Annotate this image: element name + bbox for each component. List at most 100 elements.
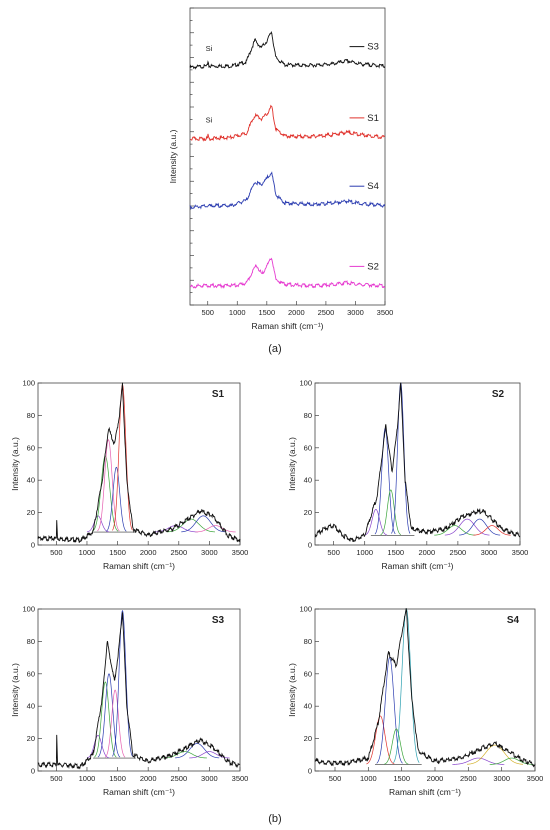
y-tick-label: 80	[304, 411, 312, 420]
fit-component-4	[112, 610, 133, 757]
x-tick-label: 1000	[229, 308, 246, 317]
x-tick-label: 500	[329, 774, 342, 783]
x-tick-label: 3500	[527, 774, 544, 783]
y-tick-label: 20	[27, 734, 35, 743]
fit-component-5	[444, 518, 490, 536]
y-tick-label: 100	[22, 605, 35, 614]
y-tick-label: 20	[304, 508, 312, 517]
legend-label-s1: S1	[367, 113, 379, 124]
x-tick-label: 2500	[450, 548, 467, 557]
x-tick-label: 2500	[170, 548, 187, 557]
y-tick-label: 20	[304, 734, 312, 743]
x-tick-label: 500	[50, 774, 63, 783]
annotation-si: Si	[206, 115, 213, 124]
x-tick-label: 1000	[79, 548, 96, 557]
chart-title: S2	[492, 389, 505, 400]
x-tick-label: 3000	[481, 548, 498, 557]
x-tick-label: 3000	[201, 548, 218, 557]
x-tick-label: 1500	[258, 308, 275, 317]
x-axis-label: Raman shift (cm⁻¹)	[389, 787, 461, 797]
x-tick-label: 500	[327, 548, 340, 557]
y-tick-label: 0	[308, 541, 312, 550]
fit-component-4	[112, 384, 133, 531]
x-axis-label: Raman shift (cm⁻¹)	[103, 787, 175, 797]
x-tick-label: 2000	[140, 548, 157, 557]
fit-component-8	[195, 525, 236, 533]
plot-frame	[37, 382, 241, 546]
fit-component-6	[167, 518, 215, 533]
plot-frame	[189, 7, 386, 306]
y-axis-label: Intensity (a.u.)	[287, 663, 297, 717]
annotation-si: Si	[206, 44, 213, 53]
x-tick-label: 2500	[170, 774, 187, 783]
fitted-chart-s4: 0 20 40 60 80 100 500 1000 1500 2000 2500 3000 3500 R…	[287, 605, 543, 798]
y-axis-label: Intensity (a.u.)	[168, 129, 178, 183]
x-tick-label: 2000	[288, 308, 305, 317]
x-tick-label: 3500	[232, 548, 249, 557]
x-tick-label: 2000	[140, 774, 157, 783]
x-axis-label: Raman shift (cm⁻¹)	[103, 561, 175, 571]
y-tick-label: 60	[27, 443, 35, 452]
y-tick-label: 80	[304, 637, 312, 646]
x-tick-label: 500	[201, 308, 214, 317]
fit-component-2	[97, 673, 121, 758]
x-tick-label: 1000	[356, 548, 373, 557]
fit-component-1	[376, 657, 403, 764]
fit-component-3	[391, 382, 411, 534]
chart-title: S1	[212, 389, 225, 400]
fitted-chart-s1: 0 20 40 60 80 100 500 1000 1500 2000 2500 3000 3500 R…	[10, 379, 248, 572]
fit-component-6	[175, 743, 220, 759]
y-tick-label: 100	[299, 605, 312, 614]
fit-component-3	[106, 466, 127, 532]
y-tick-label: 0	[308, 767, 312, 776]
series-line-s3	[189, 30, 386, 70]
fit-component-1	[374, 427, 396, 535]
y-tick-label: 100	[22, 379, 35, 388]
fit-component-3	[104, 689, 126, 758]
fit-component-2	[97, 439, 120, 532]
fit-component-0	[364, 509, 388, 536]
x-axis-label: Raman shift (cm⁻¹)	[251, 321, 323, 331]
fit-component-6	[459, 518, 501, 536]
chart-title: S3	[212, 615, 225, 626]
series-line-s2	[189, 257, 386, 289]
y-tick-label: 40	[27, 702, 35, 711]
panel-a-label: (a)	[268, 343, 281, 355]
x-tick-label: 2000	[427, 774, 444, 783]
x-tick-label: 1000	[360, 774, 377, 783]
series-line-s4	[189, 171, 386, 211]
measured-spectrum	[37, 612, 241, 770]
panel-b-label: (b)	[268, 813, 281, 825]
x-axis-label: Raman shift (cm⁻¹)	[381, 561, 453, 571]
plot-frame	[37, 608, 241, 772]
measured-spectrum	[314, 608, 536, 768]
y-tick-label: 0	[31, 767, 35, 776]
fit-component-0	[366, 715, 395, 765]
x-tick-label: 3000	[493, 774, 510, 783]
x-tick-label: 3500	[512, 548, 529, 557]
fitted-chart-s2: 0 20 40 60 80 100 500 1000 1500 2000 2500 3000 3500 R…	[287, 379, 528, 572]
x-tick-label: 500	[50, 548, 63, 557]
y-tick-label: 60	[304, 443, 312, 452]
chart-title: S4	[507, 615, 520, 626]
y-tick-label: 60	[304, 669, 312, 678]
x-tick-label: 2000	[418, 548, 435, 557]
y-tick-label: 80	[27, 411, 35, 420]
y-tick-label: 60	[27, 669, 35, 678]
x-tick-label: 2500	[460, 774, 477, 783]
fit-component-1	[94, 681, 117, 758]
fit-component-4	[434, 525, 476, 536]
y-tick-label: 40	[304, 702, 312, 711]
x-tick-label: 1000	[79, 774, 96, 783]
y-tick-label: 20	[27, 508, 35, 517]
fit-component-2	[384, 728, 409, 765]
plot-frame	[314, 382, 521, 546]
x-tick-label: 3500	[377, 308, 394, 317]
fit-component-2	[380, 489, 402, 536]
fit-component-7	[181, 515, 226, 533]
fit-component-0	[86, 515, 110, 533]
x-tick-label: 3500	[232, 774, 249, 783]
measured-spectrum	[314, 382, 521, 543]
